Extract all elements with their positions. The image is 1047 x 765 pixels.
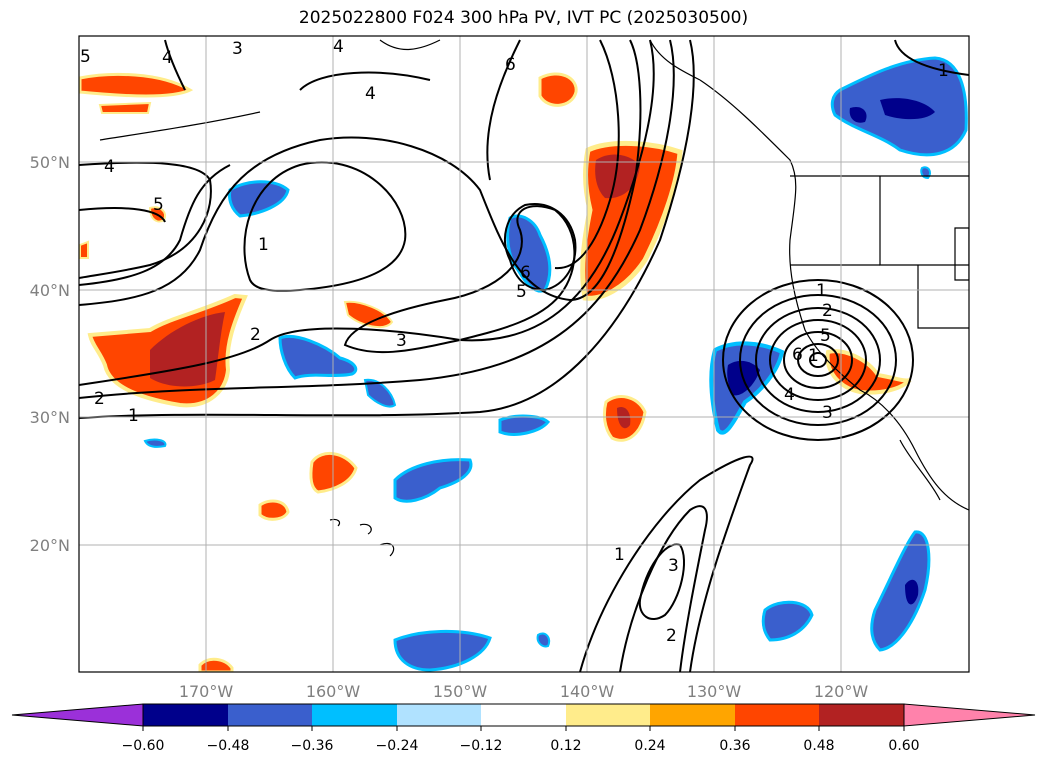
lat-label-20n: 20°N — [30, 536, 70, 555]
colorbar-tick-label: 0.36 — [719, 738, 750, 754]
colorbar-tick-label: −0.24 — [376, 738, 419, 754]
colorbar: −0.60 −0.48 −0.36 −0.24 −0.12 0.12 0.24 … — [11, 703, 1036, 754]
negative-anomaly-shading — [143, 56, 968, 672]
contour-label: 1 — [128, 406, 139, 426]
lon-label-160w: 160°W — [306, 682, 361, 701]
contour-label: 4 — [333, 37, 344, 57]
colorbar-segment — [228, 704, 312, 726]
contour-label: 3 — [668, 556, 679, 576]
contour-labels: 5 4 3 4 4 6 1 1 4 5 1 2 3 6 5 1 2 5 6 1 … — [80, 37, 949, 646]
contour-label: 4 — [365, 84, 376, 104]
gridlines — [79, 36, 969, 672]
map-title: 2025022800 F024 300 hPa PV, IVT PC (2025… — [298, 8, 749, 28]
contour-label: 5 — [820, 326, 831, 346]
contour-label: 6 — [792, 345, 803, 365]
contour-label: 2 — [94, 389, 105, 409]
colorbar-over-arrow — [903, 703, 1036, 727]
contour-label: 5 — [153, 195, 164, 215]
contour-label: 3 — [822, 403, 833, 423]
colorbar-tick-label: −0.12 — [460, 738, 503, 754]
contour-label: 2 — [666, 626, 677, 646]
colorbar-segment — [650, 704, 735, 726]
coastlines — [99, 39, 969, 557]
contour-label: 5 — [80, 47, 91, 67]
contour-label: 5 — [516, 282, 527, 302]
colorbar-segment — [819, 704, 904, 726]
colorbar-tick-label: 0.60 — [888, 738, 919, 754]
contour-label: 6 — [505, 55, 516, 75]
latitude-axis: 50°N 40°N 30°N 20°N — [30, 153, 70, 555]
longitude-axis: 170°W 160°W 150°W 140°W 130°W 120°W — [179, 682, 869, 701]
contour-label: 1 — [808, 346, 819, 366]
colorbar-tick-label: −0.48 — [207, 738, 250, 754]
lat-label-50n: 50°N — [30, 153, 70, 172]
contour-label: 2 — [822, 301, 833, 321]
lon-label-130w: 130°W — [687, 682, 742, 701]
colorbar-tick-label: 0.48 — [803, 738, 834, 754]
contour-label: 6 — [520, 263, 531, 283]
contour-label: 4 — [784, 385, 795, 405]
colorbar-tick-label: 0.24 — [634, 738, 665, 754]
lon-label-140w: 140°W — [560, 682, 615, 701]
contour-label: 4 — [104, 157, 115, 177]
contour-label: 4 — [162, 48, 173, 68]
colorbar-tick-label: −0.60 — [122, 738, 165, 754]
lon-label-170w: 170°W — [179, 682, 234, 701]
colorbar-under-arrow — [11, 703, 144, 727]
colorbar-segment — [143, 704, 228, 726]
contour-label: 3 — [396, 331, 407, 351]
contour-label: 3 — [232, 39, 243, 59]
contour-label: 1 — [614, 545, 625, 565]
lon-label-150w: 150°W — [433, 682, 488, 701]
colorbar-segment — [735, 704, 819, 726]
contour-label: 1 — [816, 281, 827, 301]
colorbar-segment — [397, 704, 481, 726]
lon-label-120w: 120°W — [814, 682, 869, 701]
colorbar-tick-label: −0.36 — [291, 738, 334, 754]
contour-label: 1 — [938, 61, 949, 81]
colorbar-tick-label: 0.12 — [550, 738, 581, 754]
map-frame — [78, 35, 970, 673]
map-area: 5 4 3 4 4 6 1 1 4 5 1 2 3 6 5 1 2 5 6 1 … — [79, 36, 969, 672]
lat-label-40n: 40°N — [30, 281, 70, 300]
lat-label-30n: 30°N — [30, 408, 70, 427]
colorbar-segment — [312, 704, 397, 726]
contour-label: 1 — [258, 235, 269, 255]
contour-label: 2 — [250, 325, 261, 345]
colorbar-segment — [566, 704, 650, 726]
colorbar-segment — [481, 704, 566, 726]
